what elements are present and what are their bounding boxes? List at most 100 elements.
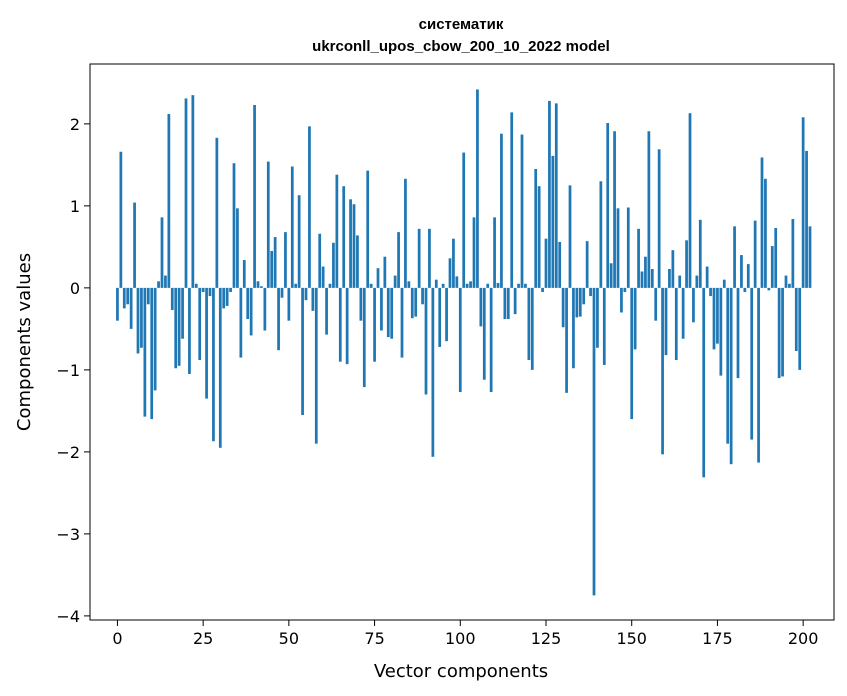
bar-69 xyxy=(352,204,356,288)
bar-146 xyxy=(616,208,620,288)
y-tick-label-6: 2 xyxy=(70,115,80,134)
bar-191 xyxy=(770,246,774,288)
bar-31 xyxy=(222,287,226,309)
bar-129 xyxy=(558,241,562,288)
bar-196 xyxy=(788,283,791,288)
bar-57 xyxy=(311,287,315,311)
bar-118 xyxy=(520,134,524,288)
bar-167 xyxy=(688,113,692,288)
bar-155 xyxy=(647,131,651,288)
bar-96 xyxy=(445,287,448,342)
bar-172 xyxy=(705,266,709,288)
bar-130 xyxy=(561,287,565,328)
bar-151 xyxy=(633,287,637,350)
bar-94 xyxy=(438,287,442,347)
bar-124 xyxy=(541,287,544,292)
bar-114 xyxy=(506,287,510,320)
bar-141 xyxy=(599,181,603,288)
bar-37 xyxy=(242,259,246,288)
bar-194 xyxy=(781,287,784,377)
bar-126 xyxy=(548,100,551,288)
bar-105 xyxy=(476,89,479,288)
bar-54 xyxy=(301,287,304,415)
bar-56 xyxy=(308,126,311,288)
bar-144 xyxy=(609,263,613,288)
bar-59 xyxy=(318,233,322,288)
bar-23 xyxy=(194,283,198,288)
bar-119 xyxy=(524,283,527,288)
bar-60 xyxy=(321,266,325,288)
bar-149 xyxy=(626,207,630,288)
bar-202 xyxy=(808,226,812,288)
bar-25 xyxy=(201,287,205,292)
bar-95 xyxy=(441,283,445,288)
x-tick-label-7: 175 xyxy=(702,629,733,648)
bar-127 xyxy=(551,155,555,288)
bar-68 xyxy=(349,199,352,288)
bar-121 xyxy=(530,287,534,370)
bar-99 xyxy=(455,276,459,288)
bar-152 xyxy=(637,228,640,288)
bar-116 xyxy=(513,287,517,315)
bar-12 xyxy=(157,281,160,288)
bar-74 xyxy=(369,283,373,288)
bar-102 xyxy=(465,283,469,288)
bar-24 xyxy=(198,287,202,361)
bar-174 xyxy=(712,287,716,350)
bar-115 xyxy=(510,112,514,288)
bar-2 xyxy=(122,287,126,309)
bar-46 xyxy=(273,237,277,288)
bar-159 xyxy=(661,287,664,455)
bar-38 xyxy=(246,287,250,320)
bar-47 xyxy=(277,287,280,351)
y-axis-ticks: −4 −3 −2 −1 0 1 2 xyxy=(56,115,90,626)
bar-185 xyxy=(750,287,754,440)
bar-5 xyxy=(133,202,136,288)
bar-50 xyxy=(287,287,291,321)
bar-87 xyxy=(414,287,418,317)
y-tick-label-1: −3 xyxy=(56,525,80,544)
x-tick-label-1: 25 xyxy=(193,629,213,648)
bar-42 xyxy=(260,286,263,288)
bar-125 xyxy=(544,238,548,288)
bar-55 xyxy=(304,287,308,301)
bar-13 xyxy=(160,217,164,288)
bar-8 xyxy=(143,287,147,417)
bar-122 xyxy=(534,168,538,288)
bar-179 xyxy=(729,287,733,465)
bar-164 xyxy=(678,275,682,288)
bar-106 xyxy=(479,287,483,327)
bar-71 xyxy=(359,287,363,321)
bar-170 xyxy=(698,219,702,288)
bar-161 xyxy=(668,269,671,288)
bar-153 xyxy=(640,271,644,288)
bar-4 xyxy=(129,287,133,329)
bar-193 xyxy=(777,287,781,379)
bar-184 xyxy=(746,264,750,288)
bar-173 xyxy=(709,287,712,297)
bar-39 xyxy=(249,287,253,336)
y-axis-label: Components values xyxy=(14,253,35,431)
bar-158 xyxy=(657,149,661,288)
bar-154 xyxy=(644,256,647,288)
bar-171 xyxy=(702,287,706,478)
bar-150 xyxy=(630,287,634,420)
bar-81 xyxy=(393,275,397,288)
bar-29 xyxy=(215,137,219,288)
bar-175 xyxy=(716,287,719,344)
bar-67 xyxy=(345,287,349,365)
bar-1 xyxy=(119,151,123,288)
bar-165 xyxy=(681,287,685,339)
y-tick-label-0: −4 xyxy=(56,607,80,626)
bar-88 xyxy=(417,228,421,288)
bar-18 xyxy=(177,287,181,366)
bar-15 xyxy=(167,114,171,288)
x-tick-label-4: 100 xyxy=(445,629,476,648)
bar-148 xyxy=(623,287,627,292)
bar-35 xyxy=(236,208,239,288)
x-axis-ticks: 0 25 50 75 100 125 150 175 200 xyxy=(112,620,818,648)
bar-182 xyxy=(740,255,743,288)
bar-143 xyxy=(606,123,610,288)
bar-104 xyxy=(472,217,476,288)
